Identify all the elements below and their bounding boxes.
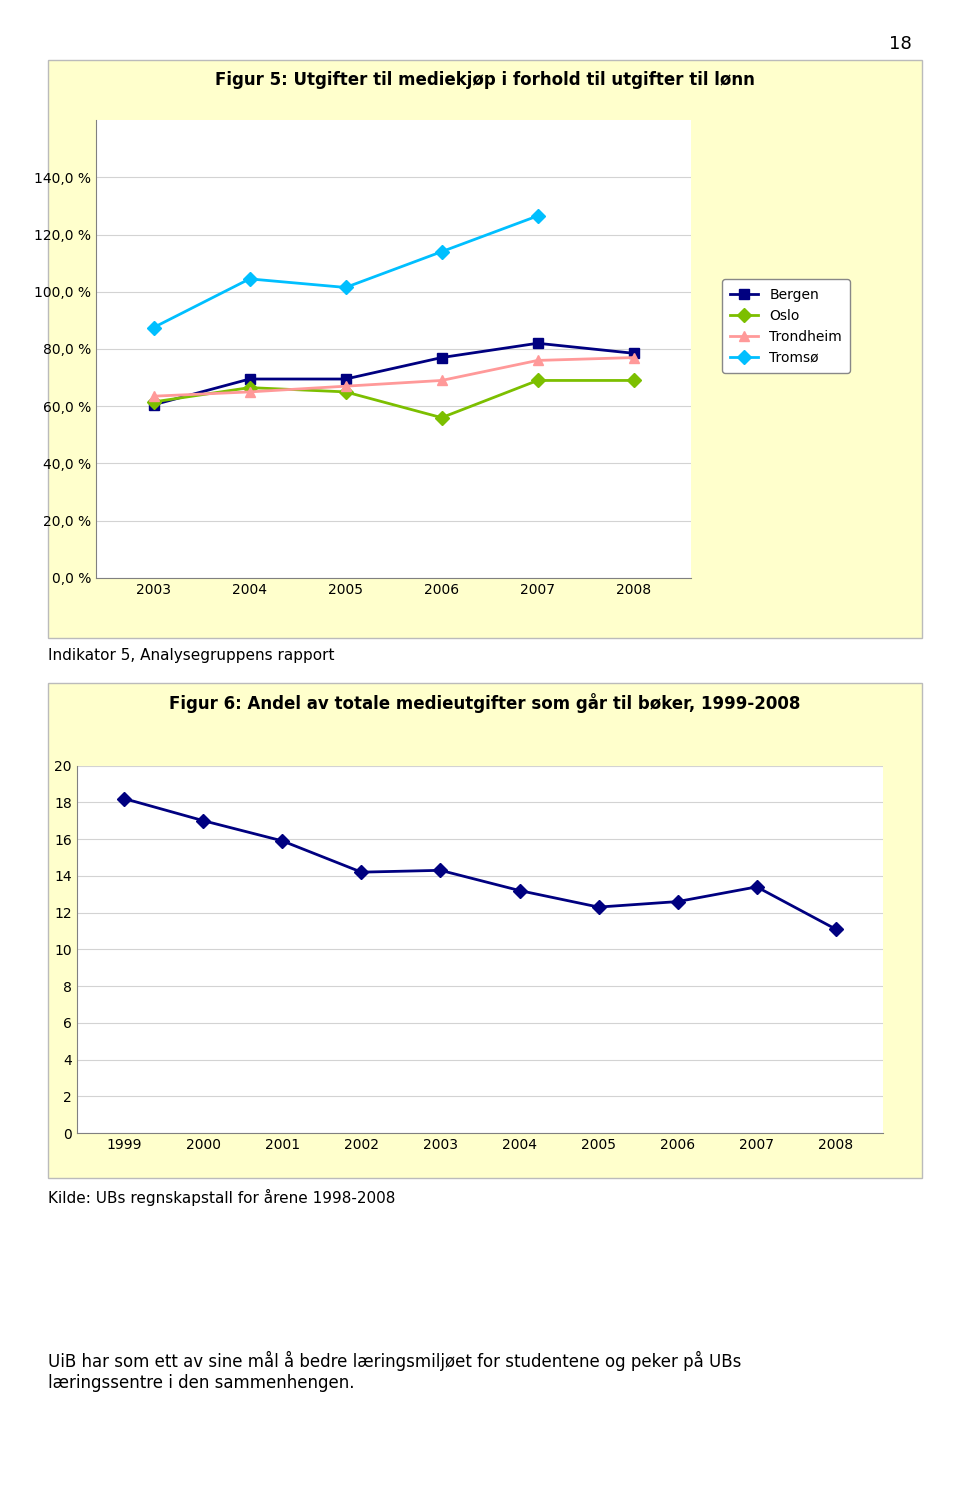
Text: 18: 18 [889, 35, 912, 53]
Text: Figur 5: Utgifter til mediekjøp i forhold til utgifter til lønn: Figur 5: Utgifter til mediekjøp i forhol… [215, 71, 755, 89]
Line: Oslo: Oslo [149, 375, 638, 422]
Tromsø [244, 270, 255, 288]
Line: Tromsø: Tromsø [149, 212, 542, 332]
Oslo [244, 378, 255, 396]
Oslo [436, 408, 447, 426]
Oslo [532, 371, 543, 389]
Tromsø [532, 207, 543, 225]
Trondheim [340, 377, 351, 395]
Line: Trondheim: Trondheim [149, 353, 638, 401]
Trondheim [532, 351, 543, 369]
Bergen [532, 335, 543, 353]
Trondheim [436, 371, 447, 389]
Oslo [340, 383, 351, 401]
Text: Kilde: UBs regnskapstall for årene 1998-2008: Kilde: UBs regnskapstall for årene 1998-… [48, 1189, 396, 1205]
Oslo [628, 371, 639, 389]
Tromsø [436, 243, 447, 261]
Bergen [340, 371, 351, 389]
Trondheim [148, 387, 159, 405]
Trondheim [628, 348, 639, 366]
Bergen [244, 371, 255, 389]
Tromsø [148, 318, 159, 336]
Line: Bergen: Bergen [149, 338, 638, 410]
Bergen [628, 344, 639, 362]
Trondheim [244, 383, 255, 401]
Oslo [148, 393, 159, 411]
Legend: Bergen, Oslo, Trondheim, Tromsø: Bergen, Oslo, Trondheim, Tromsø [722, 279, 851, 372]
Tromsø [340, 279, 351, 297]
Bergen [148, 396, 159, 414]
Text: Indikator 5, Analysegruppens rapport: Indikator 5, Analysegruppens rapport [48, 648, 334, 663]
Text: UiB har som ett av sine mål å bedre læringsmiljøet for studentene og peker på UB: UiB har som ett av sine mål å bedre læri… [48, 1351, 741, 1391]
Bergen [436, 348, 447, 366]
Text: Figur 6: Andel av totale medieutgifter som går til bøker, 1999-2008: Figur 6: Andel av totale medieutgifter s… [169, 693, 801, 713]
